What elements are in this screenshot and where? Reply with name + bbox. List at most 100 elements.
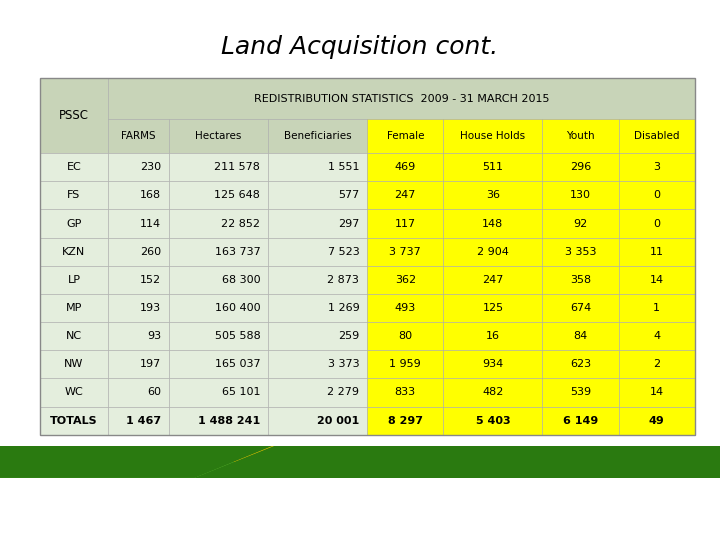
- Text: 3 737: 3 737: [390, 247, 421, 256]
- Text: 84: 84: [573, 331, 588, 341]
- Text: 14: 14: [649, 388, 664, 397]
- Text: Hectares: Hectares: [195, 131, 242, 141]
- Text: 163 737: 163 737: [215, 247, 261, 256]
- Text: 60: 60: [148, 388, 161, 397]
- Bar: [268, 238, 367, 266]
- Bar: [108, 407, 169, 435]
- Text: 1: 1: [653, 303, 660, 313]
- Bar: [268, 350, 367, 379]
- Bar: [618, 350, 695, 379]
- Bar: [618, 153, 695, 181]
- Bar: [542, 350, 618, 379]
- Text: 259: 259: [338, 331, 359, 341]
- Polygon shape: [0, 446, 274, 478]
- Text: 14: 14: [649, 275, 664, 285]
- Text: 160 400: 160 400: [215, 303, 261, 313]
- Bar: [40, 238, 108, 266]
- Bar: [268, 322, 367, 350]
- Bar: [618, 294, 695, 322]
- Text: 125: 125: [482, 303, 503, 313]
- Text: 469: 469: [395, 162, 416, 172]
- Text: 36: 36: [486, 191, 500, 200]
- Text: NC: NC: [66, 331, 82, 341]
- Bar: [108, 78, 695, 119]
- Text: 20 001: 20 001: [317, 416, 359, 426]
- Text: 114: 114: [140, 219, 161, 228]
- Text: 674: 674: [570, 303, 591, 313]
- Text: 230: 230: [140, 162, 161, 172]
- Text: 623: 623: [570, 359, 591, 369]
- Bar: [40, 350, 108, 379]
- Text: MP: MP: [66, 303, 82, 313]
- Text: FS: FS: [67, 191, 81, 200]
- Text: 92: 92: [573, 219, 588, 228]
- Bar: [367, 379, 444, 407]
- Text: 6 149: 6 149: [563, 416, 598, 426]
- Bar: [444, 181, 542, 210]
- Bar: [169, 407, 268, 435]
- Bar: [367, 153, 444, 181]
- Text: GP: GP: [66, 219, 81, 228]
- Bar: [542, 294, 618, 322]
- Bar: [618, 379, 695, 407]
- Bar: [108, 350, 169, 379]
- Bar: [40, 78, 108, 153]
- Bar: [542, 407, 618, 435]
- Text: WC: WC: [65, 388, 84, 397]
- Text: 8 297: 8 297: [388, 416, 423, 426]
- Bar: [108, 238, 169, 266]
- Bar: [444, 266, 542, 294]
- Text: 247: 247: [482, 275, 503, 285]
- Text: 93: 93: [147, 331, 161, 341]
- Bar: [169, 153, 268, 181]
- Bar: [618, 210, 695, 238]
- Bar: [444, 153, 542, 181]
- Text: FARMS: FARMS: [122, 131, 156, 141]
- Polygon shape: [194, 446, 360, 478]
- Text: 16: 16: [486, 331, 500, 341]
- Text: 49: 49: [649, 416, 665, 426]
- Text: 22 852: 22 852: [221, 219, 261, 228]
- Text: 125 648: 125 648: [215, 191, 261, 200]
- Text: REDISTRIBUTION STATISTICS  2009 - 31 MARCH 2015: REDISTRIBUTION STATISTICS 2009 - 31 MARC…: [253, 94, 549, 104]
- Text: 0: 0: [653, 191, 660, 200]
- Text: 4: 4: [653, 331, 660, 341]
- Text: 3 373: 3 373: [328, 359, 359, 369]
- Bar: [169, 238, 268, 266]
- Bar: [367, 407, 444, 435]
- Bar: [169, 181, 268, 210]
- Bar: [108, 153, 169, 181]
- Text: LP: LP: [68, 275, 81, 285]
- Bar: [367, 210, 444, 238]
- Bar: [40, 294, 108, 322]
- Text: 493: 493: [395, 303, 416, 313]
- Text: 539: 539: [570, 388, 591, 397]
- Bar: [0, 446, 720, 462]
- Text: 168: 168: [140, 191, 161, 200]
- Text: NW: NW: [64, 359, 84, 369]
- Bar: [367, 294, 444, 322]
- Bar: [444, 407, 542, 435]
- Text: Land Acquisition cont.: Land Acquisition cont.: [222, 35, 498, 59]
- Bar: [542, 119, 618, 153]
- Text: 193: 193: [140, 303, 161, 313]
- Text: 247: 247: [395, 191, 416, 200]
- Bar: [40, 407, 108, 435]
- Text: 165 037: 165 037: [215, 359, 261, 369]
- Text: KZN: KZN: [62, 247, 86, 256]
- Bar: [108, 119, 169, 153]
- Text: 297: 297: [338, 219, 359, 228]
- Text: 130: 130: [570, 191, 591, 200]
- Bar: [169, 210, 268, 238]
- Text: EC: EC: [66, 162, 81, 172]
- Text: 3: 3: [653, 162, 660, 172]
- Text: Disabled: Disabled: [634, 131, 680, 141]
- Bar: [108, 210, 169, 238]
- Bar: [40, 153, 108, 181]
- Bar: [40, 322, 108, 350]
- Text: 2 904: 2 904: [477, 247, 509, 256]
- Text: 65 101: 65 101: [222, 388, 261, 397]
- Text: 2 279: 2 279: [328, 388, 359, 397]
- Bar: [542, 153, 618, 181]
- Bar: [367, 350, 444, 379]
